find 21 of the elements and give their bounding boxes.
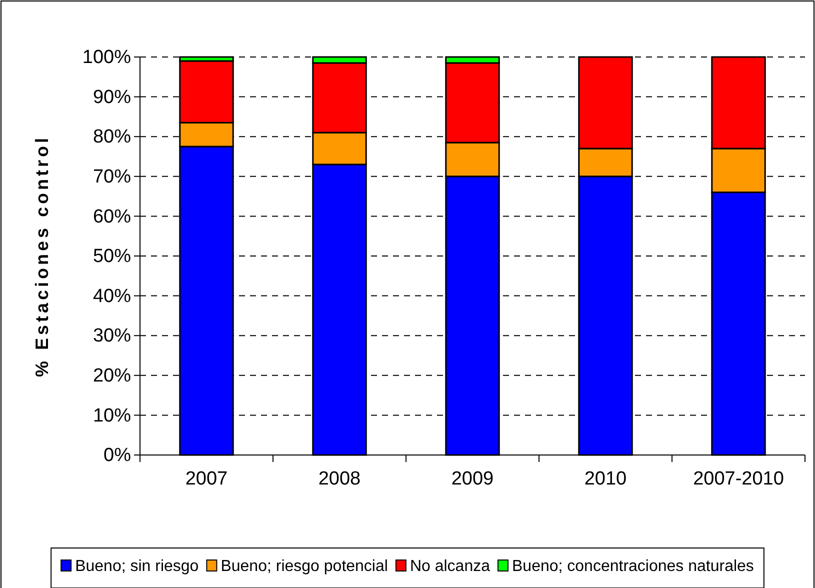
- y-tick-label: 70%: [92, 166, 132, 188]
- x-tick-label: 2010: [584, 468, 627, 490]
- x-tick-label: 2008: [318, 468, 361, 490]
- y-tick-label: 40%: [92, 286, 132, 307]
- legend-label: Bueno; riesgo potencial: [220, 558, 388, 575]
- y-tick-label: 60%: [92, 206, 132, 228]
- legend-label: Bueno; concentraciones naturales: [512, 558, 754, 575]
- y-axis-title: % Estaciones control: [32, 134, 52, 378]
- x-tick-label: 2007-2010: [693, 468, 784, 490]
- x-tick-label: 2007: [185, 468, 228, 490]
- y-tick-label: 50%: [92, 246, 132, 268]
- y-tick-label: 10%: [92, 405, 132, 426]
- y-tick-label: 100%: [82, 47, 132, 68]
- y-tick-label: 90%: [92, 86, 132, 108]
- x-tick-label: 2009: [451, 468, 494, 490]
- y-tick-label: 30%: [92, 326, 132, 347]
- y-tick-label: 20%: [92, 365, 132, 386]
- y-tick-label: 0%: [104, 445, 132, 466]
- legend-label: No alcanza: [410, 558, 490, 575]
- y-tick-label: 80%: [92, 126, 132, 148]
- legend-label: Bueno; sin riesgo: [75, 558, 199, 575]
